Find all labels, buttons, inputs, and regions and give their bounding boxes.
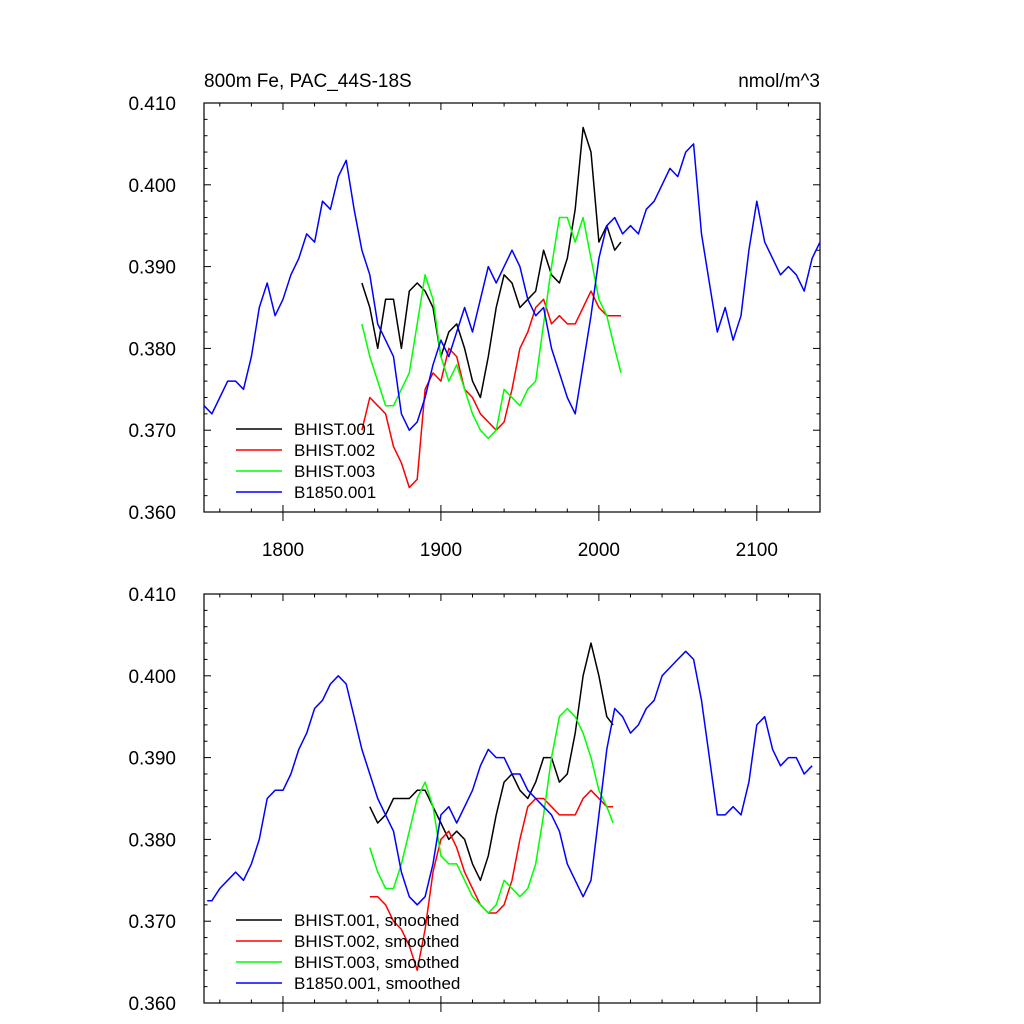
y-tick-label: 0.410 [128, 94, 176, 115]
bottom-series-line-3 [369, 707, 614, 914]
legend-label: B1850.001, smoothed [294, 974, 460, 993]
y-tick-label: 0.380 [128, 830, 176, 851]
x-tick-label: 2100 [736, 540, 778, 561]
y-tick-label: 0.380 [128, 339, 176, 360]
y-tick-label: 0.400 [128, 176, 176, 197]
legend-label: BHIST.002, smoothed [294, 932, 459, 951]
x-tick-label: 1900 [420, 540, 462, 561]
top-series-line-1 [361, 126, 622, 399]
y-tick-label: 0.390 [128, 258, 176, 279]
units-label: nmol/m^3 [738, 71, 820, 92]
y-tick-label: 0.410 [128, 585, 176, 606]
y-tick-label: 0.390 [128, 749, 176, 770]
legend-label: B1850.001 [294, 483, 376, 502]
y-tick-label: 0.400 [128, 667, 176, 688]
chart-title: 800m Fe, PAC_44S-18S [204, 71, 412, 92]
legend-label: BHIST.001 [294, 420, 375, 439]
bottom-series-line-1 [369, 642, 614, 882]
legend-label: BHIST.003, smoothed [294, 953, 459, 972]
legend-label: BHIST.001, smoothed [294, 911, 459, 930]
top-series-line-4 [203, 143, 821, 431]
y-tick-label: 0.370 [128, 421, 176, 442]
x-tick-label: 1800 [262, 540, 304, 561]
legend-label: BHIST.002 [294, 441, 375, 460]
plot-frame [203, 593, 821, 1004]
y-tick-label: 0.360 [128, 503, 176, 524]
bottom-panel: 0.360 0.370 0.380 0.390 0.400 0.410 BHIST.001,… [128, 585, 821, 1015]
y-tick-label: 0.360 [128, 994, 176, 1015]
y-tick-label: 0.370 [128, 912, 176, 933]
top-panel: 0.360 0.370 0.380 0.390 0.400 0.410 1800 1900 20… [128, 94, 821, 561]
legend-label: BHIST.003 [294, 462, 375, 481]
top-series-line-2 [361, 290, 621, 489]
bottom-series-line-2 [369, 789, 614, 972]
plot-frame [203, 102, 821, 513]
top-series-line-3 [361, 216, 622, 440]
x-tick-label: 2000 [578, 540, 620, 561]
bottom-series-line-4 [207, 650, 813, 906]
